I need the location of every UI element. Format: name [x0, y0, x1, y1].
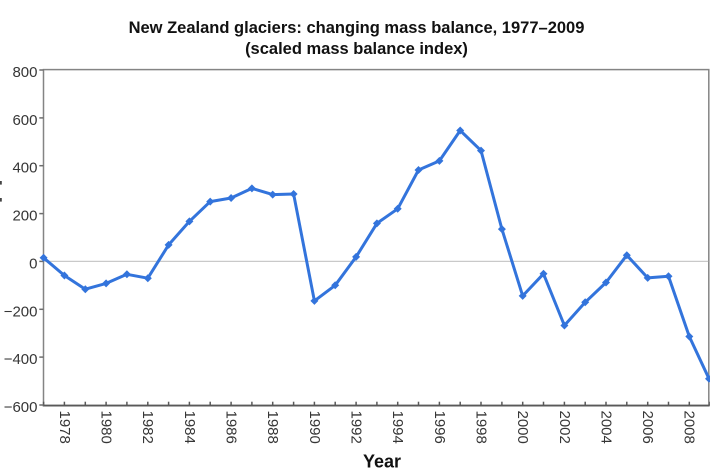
svg-text:1994: 1994 [389, 411, 406, 444]
svg-text:400: 400 [12, 160, 37, 177]
svg-text:−600: −600 [4, 399, 38, 416]
svg-text:200: 200 [12, 208, 37, 225]
svg-text:1986: 1986 [223, 411, 240, 444]
svg-text:1996: 1996 [431, 411, 448, 444]
svg-text:2002: 2002 [556, 411, 573, 444]
svg-text:1984: 1984 [181, 411, 198, 444]
svg-text:1982: 1982 [139, 411, 156, 444]
svg-text:Year: Year [363, 452, 401, 472]
svg-text:2000: 2000 [514, 411, 531, 444]
svg-text:1980: 1980 [98, 411, 115, 444]
svg-text:1988: 1988 [264, 411, 281, 444]
svg-text:800: 800 [12, 64, 37, 81]
svg-text:600: 600 [12, 112, 37, 129]
svg-text:2004: 2004 [597, 411, 614, 444]
svg-text:1992: 1992 [348, 411, 365, 444]
svg-text:2006: 2006 [639, 411, 656, 444]
svg-text:0: 0 [29, 255, 37, 272]
svg-text:1998: 1998 [472, 411, 489, 444]
svg-text:1990: 1990 [306, 411, 323, 444]
svg-text:1978: 1978 [56, 411, 73, 444]
svg-text:−400: −400 [4, 351, 38, 368]
svg-text:2008: 2008 [681, 411, 698, 444]
svg-text:−200: −200 [4, 303, 38, 320]
